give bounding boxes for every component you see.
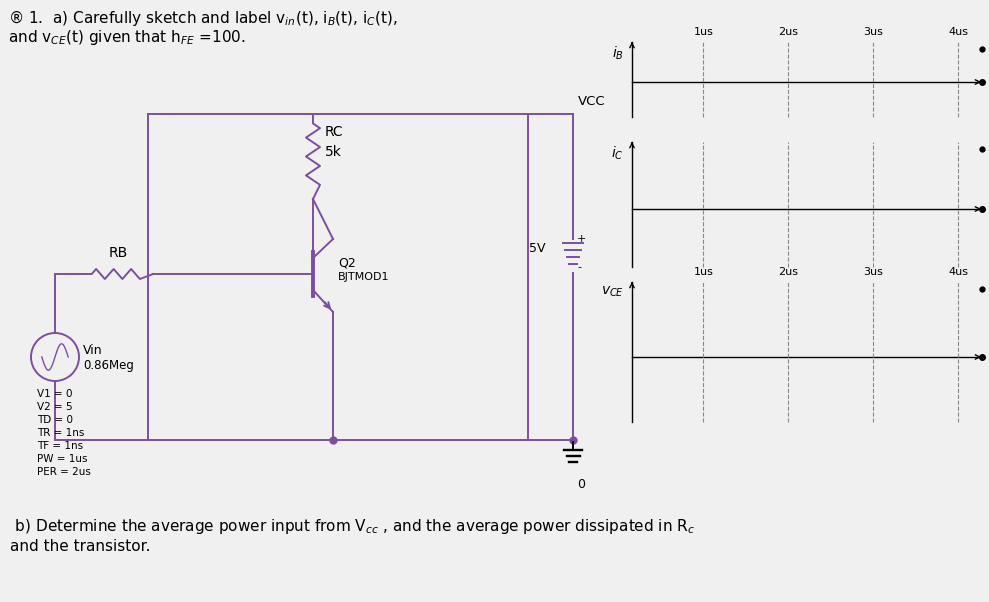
- Text: $i_C$: $i_C$: [611, 145, 624, 163]
- Text: 2us: 2us: [778, 267, 798, 277]
- Text: and the transistor.: and the transistor.: [10, 539, 150, 554]
- Text: $i_B$: $i_B$: [612, 45, 624, 63]
- Text: 2us: 2us: [778, 27, 798, 37]
- Text: 4us: 4us: [948, 267, 968, 277]
- Text: +: +: [577, 234, 586, 244]
- Text: TR = 1ns: TR = 1ns: [37, 428, 84, 438]
- Text: 0: 0: [577, 478, 585, 491]
- Text: 1us: 1us: [693, 267, 713, 277]
- Text: PER = 2us: PER = 2us: [37, 467, 91, 477]
- Text: V1 = 0: V1 = 0: [37, 389, 72, 399]
- Text: RC: RC: [325, 125, 343, 139]
- Text: ® 1.  a) Carefully sketch and label v$_{in}$(t), i$_B$(t), i$_C$(t),: ® 1. a) Carefully sketch and label v$_{i…: [8, 8, 398, 28]
- Text: 5k: 5k: [325, 145, 342, 159]
- Text: V2 = 5: V2 = 5: [37, 402, 72, 412]
- Text: 3us: 3us: [863, 27, 883, 37]
- Text: 4us: 4us: [948, 27, 968, 37]
- Text: b) Determine the average power input from V$_{cc}$ , and the average power dissi: b) Determine the average power input fro…: [10, 517, 695, 536]
- Text: 1us: 1us: [693, 27, 713, 37]
- Text: PW = 1us: PW = 1us: [37, 454, 87, 464]
- Text: 5V: 5V: [528, 243, 545, 255]
- Text: RB: RB: [109, 246, 128, 260]
- Text: $v_{CE}$: $v_{CE}$: [601, 285, 624, 299]
- Text: -: -: [577, 262, 581, 272]
- Text: and v$_{CE}$(t) given that h$_{FE}$ =100.: and v$_{CE}$(t) given that h$_{FE}$ =100…: [8, 28, 246, 47]
- Text: 0.86Meg: 0.86Meg: [83, 359, 134, 371]
- Text: VCC: VCC: [578, 95, 605, 108]
- Text: Vin: Vin: [83, 344, 103, 358]
- Text: TF = 1ns: TF = 1ns: [37, 441, 83, 451]
- Text: BJTMOD1: BJTMOD1: [338, 272, 390, 282]
- Text: Q2: Q2: [338, 256, 356, 269]
- Text: TD = 0: TD = 0: [37, 415, 73, 425]
- Text: 3us: 3us: [863, 267, 883, 277]
